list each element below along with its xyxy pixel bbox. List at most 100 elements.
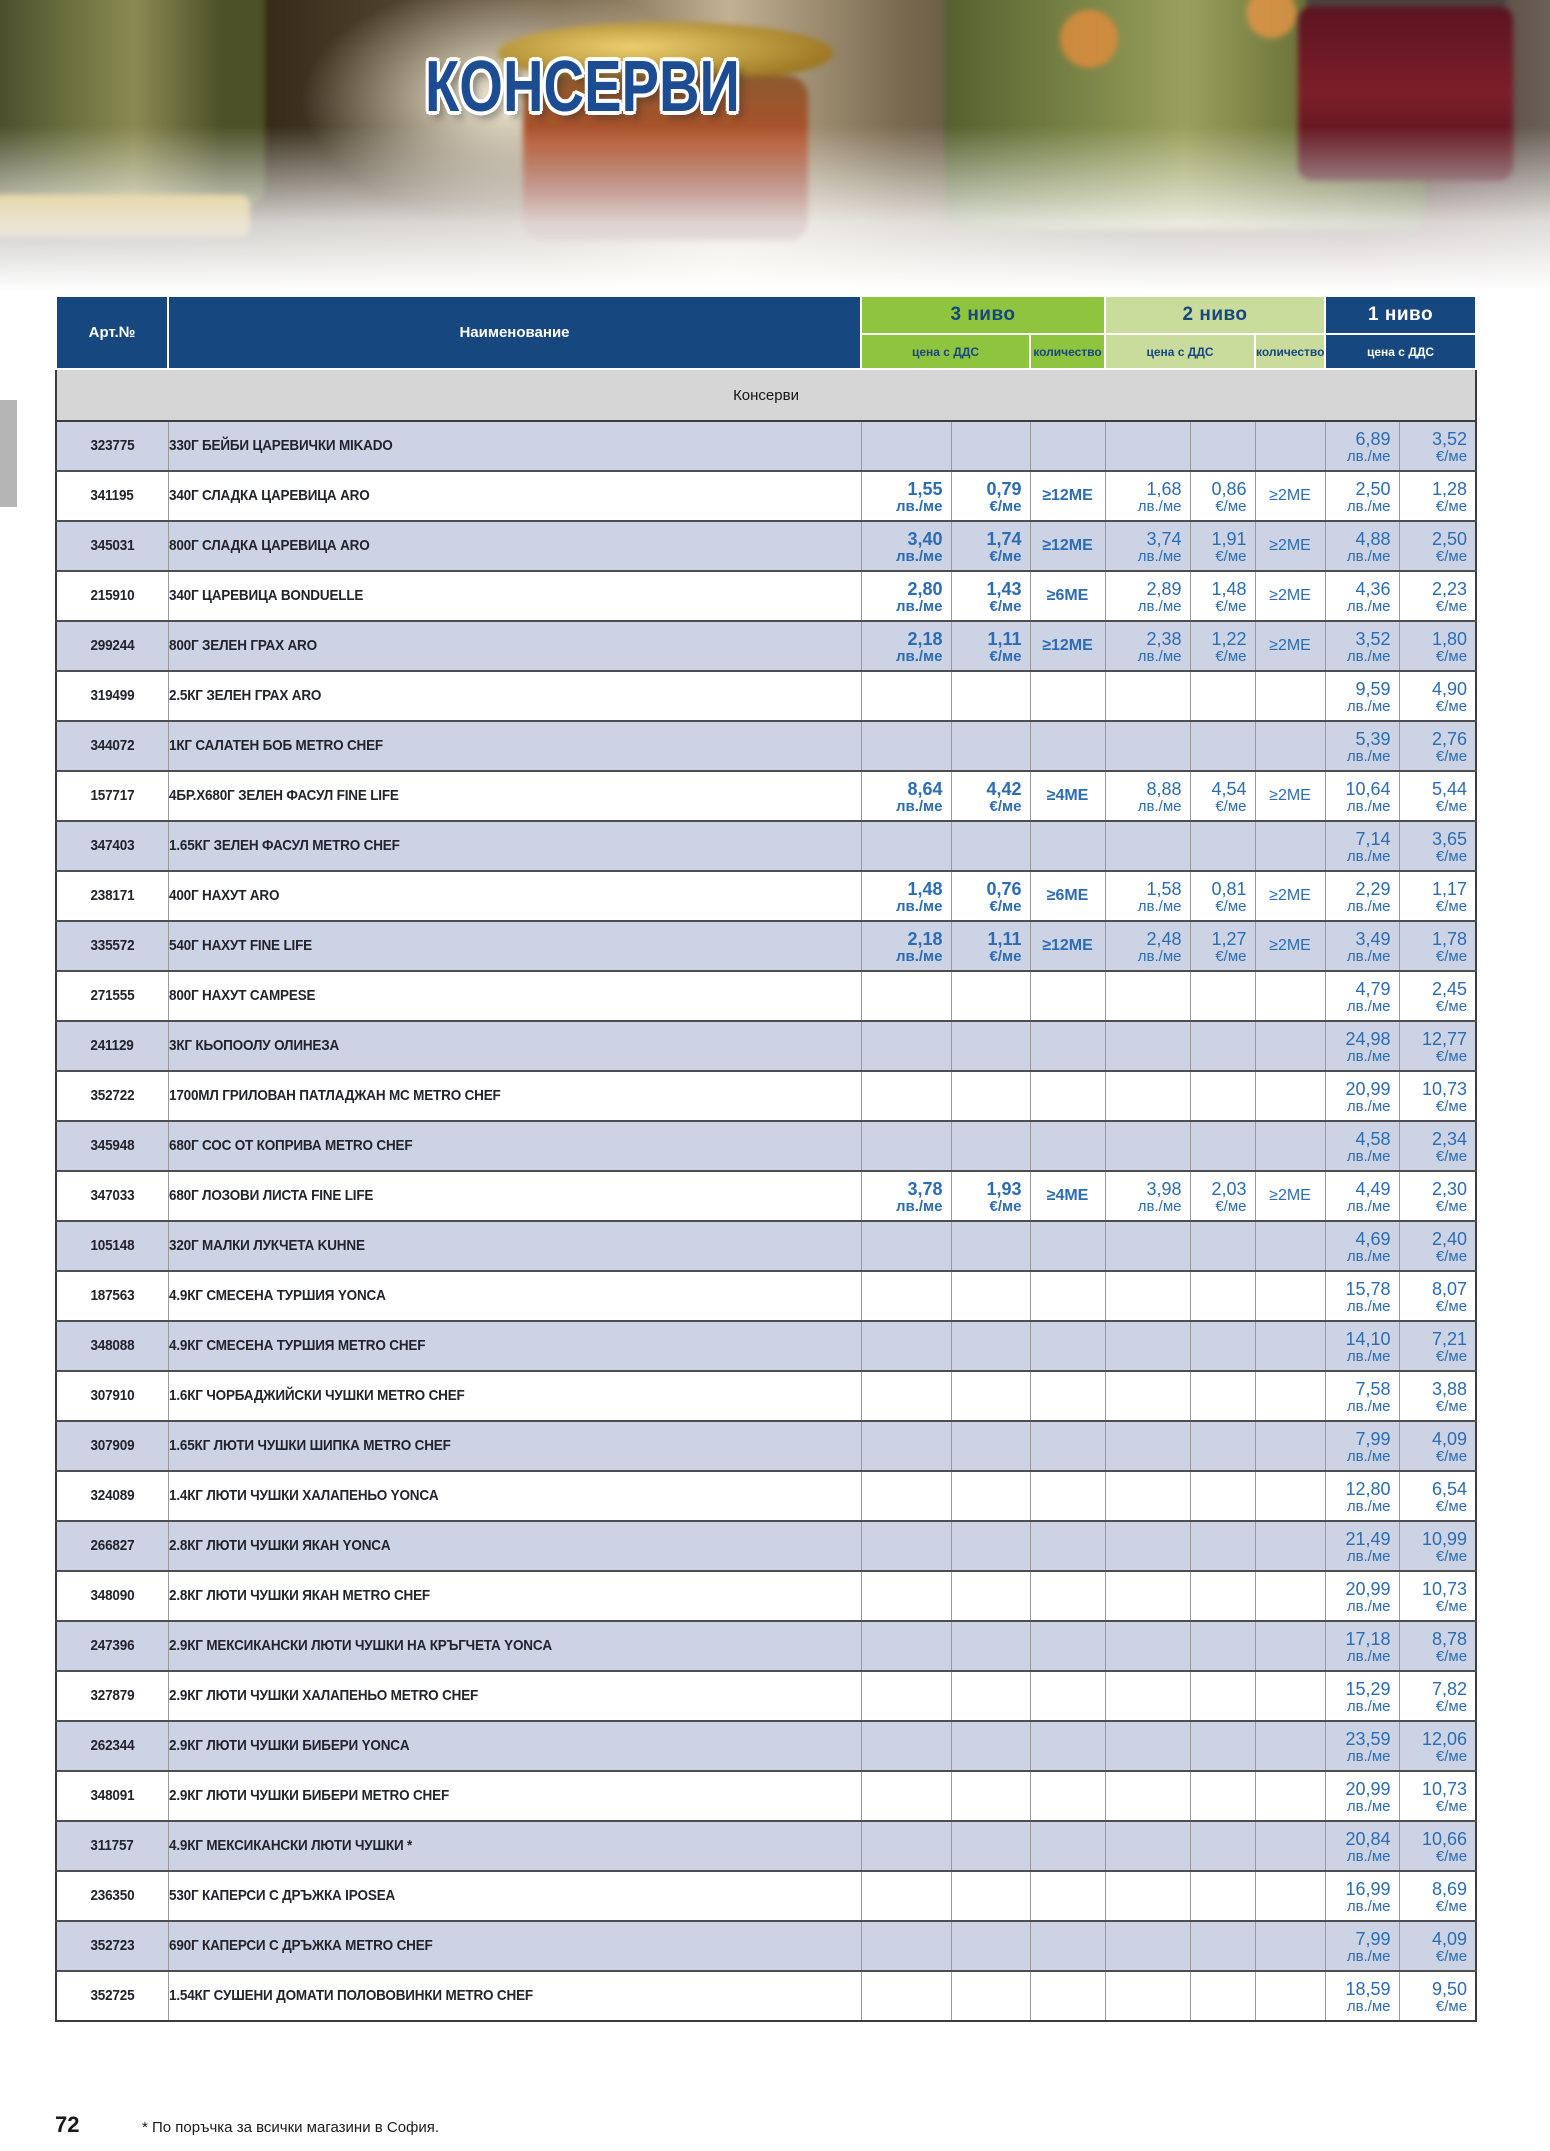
table-row: 348090 2.8КГ ЛЮТИ ЧУШКИ ЯКАН METRO CHEF … bbox=[55, 1570, 1477, 1621]
cell-level2-price-eur bbox=[1189, 1970, 1256, 2021]
table-header: Арт.№ Наименование 3 ниво 2 ниво 1 ниво … bbox=[55, 295, 1478, 370]
table-row: 335572 540Г НАХУТ FINE LIFE 2,18 лв./ме 1… bbox=[55, 920, 1477, 971]
cell-product-name: 2.5КГ ЗЕЛЕН ГРАХ ARO bbox=[167, 670, 862, 721]
cell-product-name: 2.8КГ ЛЮТИ ЧУШКИ ЯКАН METRO CHEF bbox=[167, 1570, 862, 1621]
cell-level3-quantity bbox=[1029, 1770, 1106, 1821]
cell-level3-price-lv: 3,40 лв./ме bbox=[860, 520, 952, 571]
cell-article-number: 345031 bbox=[55, 520, 169, 571]
table-row: 345031 800Г СЛАДКА ЦАРЕВИЦА ARO 3,40 лв./… bbox=[55, 520, 1477, 571]
cell-level2-price-lv: 3,74 лв./ме bbox=[1104, 520, 1191, 571]
cell-level3-price-lv: 2,18 лв./ме bbox=[860, 920, 952, 971]
cell-level3-price-eur bbox=[950, 1470, 1031, 1521]
cell-level3-price-lv: 8,64 лв./ме bbox=[860, 770, 952, 821]
cell-level3-price-eur: 1,93 €/ме bbox=[950, 1170, 1031, 1221]
cell-product-name: 1КГ САЛАТЕН БОБ METRO CHEF bbox=[167, 720, 862, 771]
cell-level3-quantity bbox=[1029, 1870, 1106, 1921]
cell-level2-price-lv bbox=[1104, 1370, 1191, 1421]
cell-level3-quantity bbox=[1029, 670, 1106, 721]
cell-level2-price-eur bbox=[1189, 970, 1256, 1021]
cell-level3-price-lv bbox=[860, 1720, 952, 1771]
cell-level2-quantity bbox=[1254, 420, 1326, 471]
cell-level1-price-eur: 2,76 €/ме bbox=[1398, 720, 1477, 771]
cell-product-name: 800Г СЛАДКА ЦАРЕВИЦА ARO bbox=[167, 520, 862, 571]
cell-article-number: 307909 bbox=[55, 1420, 169, 1471]
cell-level2-price-eur bbox=[1189, 1420, 1256, 1471]
cell-level2-quantity bbox=[1254, 1870, 1326, 1921]
footnote: * По поръчка за всички магазини в София. bbox=[142, 2119, 440, 2136]
cell-level1-price-lv: 4,49 лв./ме bbox=[1324, 1170, 1400, 1221]
cell-article-number: 352723 bbox=[55, 1920, 169, 1971]
cell-level2-quantity bbox=[1254, 1470, 1326, 1521]
cell-level3-price-eur bbox=[950, 1370, 1031, 1421]
cell-level3-quantity: ≥12МЕ bbox=[1029, 620, 1106, 671]
cell-level3-price-lv bbox=[860, 1270, 952, 1321]
col-header-name: Наименование bbox=[167, 295, 862, 370]
col-header-level3-qty: количество bbox=[1028, 333, 1107, 370]
cell-level2-price-eur bbox=[1189, 820, 1256, 871]
cell-level1-price-eur: 10,73 €/ме bbox=[1398, 1070, 1477, 1121]
cell-product-name: 800Г ЗЕЛЕН ГРАХ ARO bbox=[167, 620, 862, 671]
table-row: 348088 4.9КГ СМЕСЕНА ТУРШИЯ METRO CHEF 1… bbox=[55, 1320, 1477, 1371]
cell-level2-quantity bbox=[1254, 1970, 1326, 2021]
table-row: 307909 1.65КГ ЛЮТИ ЧУШКИ ШИПКА METRO CHE… bbox=[55, 1420, 1477, 1471]
cell-level3-quantity bbox=[1029, 1970, 1106, 2021]
cell-level3-price-eur bbox=[950, 1120, 1031, 1171]
cell-level1-price-eur: 8,69 €/ме bbox=[1398, 1870, 1477, 1921]
cell-product-name: 800Г НАХУТ CAMPESE bbox=[167, 970, 862, 1021]
cell-level2-price-lv: 3,98 лв./ме bbox=[1104, 1170, 1191, 1221]
cell-level1-price-lv: 7,99 лв./ме bbox=[1324, 1420, 1400, 1471]
cell-level2-quantity bbox=[1254, 1120, 1326, 1171]
cell-level2-quantity: ≥2МЕ bbox=[1254, 470, 1326, 521]
cell-article-number: 105148 bbox=[55, 1220, 169, 1271]
cell-product-name: 4.9КГ СМЕСЕНА ТУРШИЯ METRO CHEF bbox=[167, 1320, 862, 1371]
cell-level1-price-eur: 4,09 €/ме bbox=[1398, 1420, 1477, 1471]
table-row: 105148 320Г МАЛКИ ЛУКЧЕТА KUHNE 4,69 лв./… bbox=[55, 1220, 1477, 1271]
cell-product-name: 1.65КГ ЛЮТИ ЧУШКИ ШИПКА METRO CHEF bbox=[167, 1420, 862, 1471]
cell-level3-quantity bbox=[1029, 1320, 1106, 1371]
cell-level1-price-lv: 20,99 лв./ме bbox=[1324, 1070, 1400, 1121]
table-row: 344072 1КГ САЛАТЕН БОБ METRO CHEF 5,39 лв… bbox=[55, 720, 1477, 771]
cell-level1-price-lv: 20,99 лв./ме bbox=[1324, 1570, 1400, 1621]
cell-product-name: 2.8КГ ЛЮТИ ЧУШКИ ЯКАН YONCA bbox=[167, 1520, 862, 1571]
cell-level3-price-lv bbox=[860, 420, 952, 471]
cell-level1-price-eur: 4,09 €/ме bbox=[1398, 1920, 1477, 1971]
header-photo bbox=[0, 0, 1550, 300]
cell-article-number: 236350 bbox=[55, 1870, 169, 1921]
table-row: 327879 2.9КГ ЛЮТИ ЧУШКИ ХАЛАПЕНЬО METRO … bbox=[55, 1670, 1477, 1721]
cell-level3-quantity bbox=[1029, 1020, 1106, 1071]
product-table-body: Консерви 323775 330Г БЕЙБИ ЦАРЕВИЧКИ MIK… bbox=[55, 368, 1477, 2021]
cell-article-number: 271555 bbox=[55, 970, 169, 1021]
cell-article-number: 335572 bbox=[55, 920, 169, 971]
cell-level2-quantity bbox=[1254, 1820, 1326, 1871]
cell-product-name: 540Г НАХУТ FINE LIFE bbox=[167, 920, 862, 971]
price-table: Арт.№ Наименование 3 ниво 2 ниво 1 ниво … bbox=[55, 295, 1478, 2022]
cell-level1-price-lv: 12,80 лв./ме bbox=[1324, 1470, 1400, 1521]
cell-product-name: 3КГ КЬОПООЛУ ОЛИНЕЗА bbox=[167, 1020, 862, 1071]
page-number: 72 bbox=[55, 2112, 80, 2137]
cell-level3-price-lv bbox=[860, 1820, 952, 1871]
cell-article-number: 266827 bbox=[55, 1520, 169, 1571]
cell-level1-price-eur: 2,34 €/ме bbox=[1398, 1120, 1477, 1171]
cell-level2-quantity: ≥2МЕ bbox=[1254, 520, 1326, 571]
table-row: 241129 3КГ КЬОПООЛУ ОЛИНЕЗА 24,98 лв./ме … bbox=[55, 1020, 1477, 1071]
cell-product-name: 330Г БЕЙБИ ЦАРЕВИЧКИ MIKADO bbox=[167, 420, 862, 471]
cell-article-number: 187563 bbox=[55, 1270, 169, 1321]
cell-level3-quantity bbox=[1029, 1570, 1106, 1621]
cell-level3-price-lv: 1,48 лв./ме bbox=[860, 870, 952, 921]
cell-level1-price-lv: 16,99 лв./ме bbox=[1324, 1870, 1400, 1921]
cell-level3-quantity bbox=[1029, 1370, 1106, 1421]
cell-level1-price-lv: 15,29 лв./ме bbox=[1324, 1670, 1400, 1721]
cell-level3-price-eur bbox=[950, 1420, 1031, 1471]
table-row: 236350 530Г КАПЕРСИ С ДРЪЖКА IPOSEA 16,9… bbox=[55, 1870, 1477, 1921]
cell-article-number: 299244 bbox=[55, 620, 169, 671]
cell-level1-price-lv: 20,84 лв./ме bbox=[1324, 1820, 1400, 1871]
cell-level1-price-lv: 20,99 лв./ме bbox=[1324, 1770, 1400, 1821]
cell-article-number: 348088 bbox=[55, 1320, 169, 1371]
cell-level3-quantity bbox=[1029, 1420, 1106, 1471]
cell-level1-price-lv: 3,52 лв./ме bbox=[1324, 620, 1400, 671]
cell-product-name: 2.9КГ МЕКСИКАНСКИ ЛЮТИ ЧУШКИ НА КРЪГЧЕТА… bbox=[167, 1620, 862, 1671]
cell-level1-price-eur: 1,80 €/ме bbox=[1398, 620, 1477, 671]
cell-level1-price-eur: 3,52 €/ме bbox=[1398, 420, 1477, 471]
cell-level1-price-eur: 10,99 €/ме bbox=[1398, 1520, 1477, 1571]
cell-level3-price-eur bbox=[950, 1020, 1031, 1071]
